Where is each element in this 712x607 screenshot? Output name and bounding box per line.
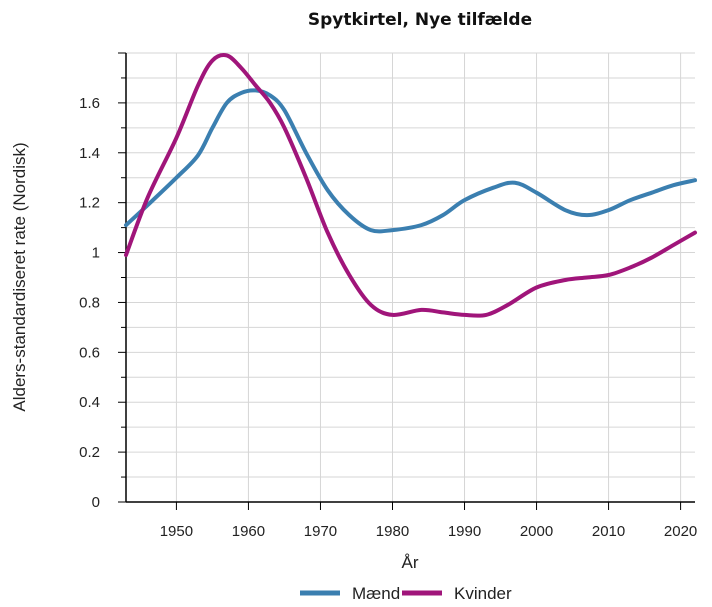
x-tick-label: 1950 xyxy=(160,523,193,540)
grid xyxy=(126,52,695,502)
axes: 0 0.2 0.4 0.6 0.8 1 1.2 1.4 1.6 1950 1960 1970 1980 1… xyxy=(79,52,697,540)
x-tick-label: 1970 xyxy=(304,523,337,540)
y-tick-label: 1.2 xyxy=(79,195,100,212)
y-tick-label: 0 xyxy=(92,494,100,511)
x-tick-label: 2010 xyxy=(592,523,625,540)
y-tick-label: 0.6 xyxy=(79,344,100,361)
y-tick-label: 1.4 xyxy=(79,145,100,162)
x-tick-label: 1990 xyxy=(448,523,481,540)
y-tick-label: 0.8 xyxy=(79,294,100,311)
x-tick-label: 1960 xyxy=(232,523,265,540)
x-axis-label: År xyxy=(402,553,419,572)
legend-label: Mænd xyxy=(352,584,400,603)
y-axis-label: Alders-standardiseret rate (Nordisk) xyxy=(10,142,29,411)
y-tick-label: 1.6 xyxy=(79,95,100,112)
x-tick-label: 2000 xyxy=(520,523,553,540)
chart-title: Spytkirtel, Nye tilfælde xyxy=(308,10,532,30)
y-tick-label: 1 xyxy=(92,245,100,262)
x-tick-label: 1980 xyxy=(376,523,409,540)
series-line-1 xyxy=(124,88,697,234)
legend-label: Kvinder xyxy=(454,584,512,603)
y-tick-label: 0.4 xyxy=(79,394,100,411)
y-tick-label: 0.2 xyxy=(79,444,100,461)
legend: Mænd Kvinder xyxy=(300,584,512,603)
series-lines xyxy=(124,53,697,318)
series-line-2 xyxy=(124,53,697,318)
x-tick-label: 2020 xyxy=(664,523,697,540)
